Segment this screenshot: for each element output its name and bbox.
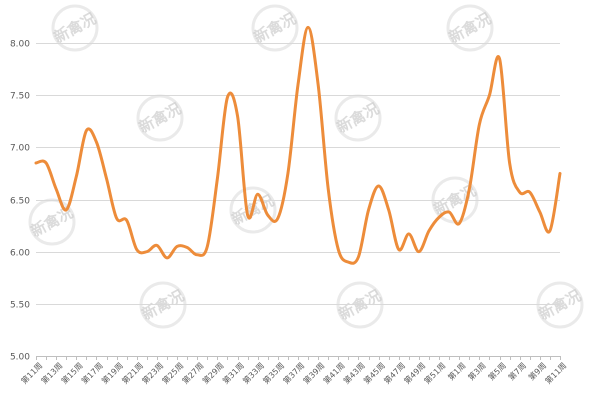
data-point [135,248,139,252]
x-tick-label: 第29周 [200,360,226,386]
watermark: 新禽况 [334,94,382,142]
data-point [437,215,441,219]
data-point [316,83,320,87]
y-tick-label: 5.50 [10,301,30,311]
data-point [205,244,209,248]
y-axis: 5.00 5.50 6.00 6.50 7.00 7.50 8.00 [10,40,30,363]
x-tick-label: 第23周 [140,360,166,386]
x-tick-label: 第15周 [59,360,85,386]
x-tick-label: 第27周 [180,360,206,386]
x-tick-label: 第11周 [543,360,569,386]
data-point [346,260,350,264]
data-point [367,208,371,212]
x-tick-label: 第17周 [79,360,105,386]
data-point [246,213,250,217]
data-point [225,95,229,99]
data-point [528,190,532,194]
x-tick-label: 第35周 [261,360,287,386]
x-tick-label: 第3周 [466,360,488,382]
y-tick-label: 6.50 [10,197,30,207]
data-point [477,122,481,126]
x-tick-label: 第41周 [321,360,347,386]
watermark-circle [229,186,277,234]
data-point [145,250,149,254]
data-point [84,129,88,133]
data-point [296,83,300,87]
data-point [44,161,48,165]
x-tick-label: 第37周 [281,360,307,386]
data-point [487,93,491,97]
data-point [54,187,58,191]
data-point [457,222,461,226]
data-point [256,192,260,196]
y-tick-label: 7.00 [10,144,30,154]
data-point [155,243,159,247]
x-tick-label: 第19周 [99,360,125,386]
x-tick-label: 第39周 [301,360,327,386]
watermark: 新禽况 [136,94,184,142]
data-point [215,177,219,181]
data-point [377,184,381,188]
y-tick-label: 6.00 [10,249,30,259]
x-tick-label: 第49周 [402,360,428,386]
data-point [94,140,98,144]
watermark-circle [51,4,99,52]
watermark-circle [446,4,494,52]
data-point [34,161,38,165]
data-point [326,187,330,191]
data-point [518,190,522,194]
data-point [336,248,340,252]
y-tick-label: 5.00 [10,353,30,363]
data-point [236,114,240,118]
data-point [125,218,129,222]
x-tick-label: 第5周 [486,360,508,382]
data-point [105,177,109,181]
x-tick-label: 第51周 [422,360,448,386]
y-tick-label: 7.50 [10,92,30,102]
x-axis: 第11周第13周第15周第17周第19周第21周第23周第25周第27周第29周… [19,356,569,386]
data-point [165,256,169,260]
x-tick-label: 第13周 [39,360,65,386]
x-tick-label: 第47周 [382,360,408,386]
data-point [407,232,411,236]
x-tick-label: 第31周 [220,360,246,386]
data-point [195,253,199,257]
x-tick-label: 第1周 [446,360,468,382]
watermark-circle [251,4,299,52]
data-point [467,187,471,191]
x-tick-label: 第45周 [361,360,387,386]
data-point [417,250,421,254]
data-point [185,245,189,249]
data-point [397,248,401,252]
x-tick-label: 第11周 [19,360,45,386]
data-point [387,208,391,212]
x-tick-label: 第25周 [160,360,186,386]
data-point [74,175,78,179]
data-point [64,208,68,212]
data-point [558,171,562,175]
series-line [34,25,562,265]
data-point [266,213,270,217]
data-point [498,57,502,61]
data-point [538,210,542,214]
data-point [175,244,179,248]
data-point [447,210,451,214]
x-tick-label: 第7周 [506,360,528,382]
data-point [427,229,431,233]
data-point [306,25,310,29]
data-point [356,255,360,259]
x-tick-label: 第43周 [341,360,367,386]
y-tick-label: 8.00 [10,40,30,50]
series-layer [34,25,562,265]
data-point [276,216,280,220]
data-point [115,216,119,220]
x-tick-label: 第21周 [120,360,146,386]
data-point [286,171,290,175]
data-point [548,229,552,233]
data-point [508,161,512,165]
x-tick-label: 第33周 [240,360,266,386]
